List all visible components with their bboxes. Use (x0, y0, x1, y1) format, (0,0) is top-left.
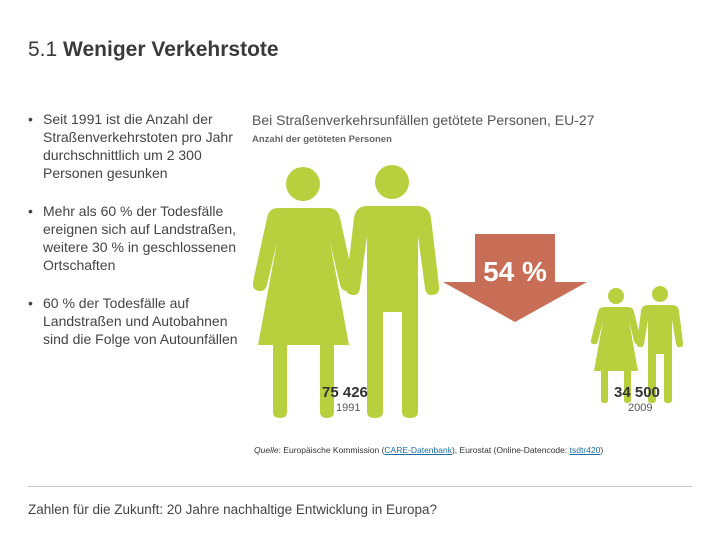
bullet-item: 60 % der Todesfälle auf Landstraßen und … (28, 294, 240, 348)
page-title: 5.1 Weniger Verkehrstote (28, 38, 279, 62)
source-text-c: ) (600, 445, 604, 455)
value-label-1991: 75 426 (322, 384, 368, 401)
source-text-a: : Europäische Kommission ( (278, 445, 385, 455)
section-title: Weniger Verkehrstote (63, 38, 279, 61)
care-database-link[interactable]: CARE-Datenbank (384, 445, 452, 455)
woman-figure-small-icon (590, 288, 642, 403)
footer-divider (28, 486, 692, 487)
bullet-item: Mehr als 60 % der Todesfälle ereignen si… (28, 202, 240, 274)
source-label: Quelle (254, 445, 279, 455)
year-label-2009: 2009 (628, 402, 653, 414)
man-figure-small-icon (636, 286, 684, 403)
footer-text: Zahlen für die Zukunft: 20 Jahre nachhal… (28, 502, 438, 517)
percent-label: 54 % (483, 256, 547, 287)
eurostat-code-link[interactable]: tsdtr420 (569, 445, 601, 455)
source-note: Quelle: Europäische Kommission (CARE-Dat… (254, 445, 603, 455)
bullet-item: Seit 1991 ist die Anzahl der Straßenverk… (28, 110, 240, 182)
man-figure-large-icon (345, 165, 440, 418)
people-infographic: 54 % (252, 165, 684, 418)
year-label-1991: 1991 (336, 402, 361, 414)
woman-figure-large-icon (252, 167, 355, 418)
infographic-title: Bei Straßenverkehrsunfällen getötete Per… (252, 112, 595, 128)
bullet-list: Seit 1991 ist die Anzahl der Straßenverk… (28, 110, 240, 368)
source-text-b: ), Eurostat (Online-Datencode: (451, 445, 570, 455)
infographic-subtitle: Anzahl der getöteten Personen (252, 134, 392, 145)
value-label-2009: 34 500 (614, 384, 660, 401)
section-number: 5.1 (28, 38, 58, 61)
decrease-arrow-icon: 54 % (443, 234, 587, 322)
